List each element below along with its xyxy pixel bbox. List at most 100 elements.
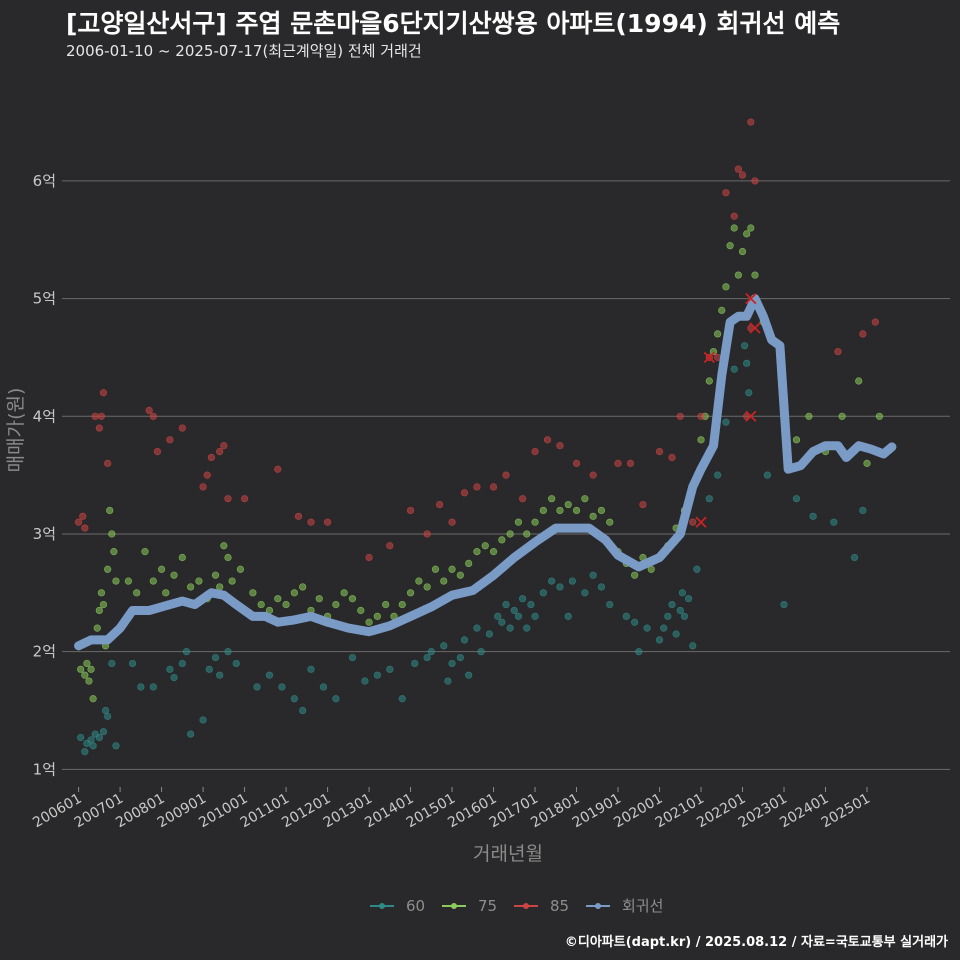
series-75-point xyxy=(106,506,114,515)
series-75-point xyxy=(340,589,348,597)
series-60-point xyxy=(494,612,502,620)
series-75-point xyxy=(855,377,863,385)
series-85-point xyxy=(655,447,664,456)
series-75-point xyxy=(211,571,220,579)
series-75-point xyxy=(697,436,705,444)
series-60-point xyxy=(166,665,174,673)
series-60-point xyxy=(643,624,651,632)
chart-title: [고양일산서구] 주엽 문촌마을6단지기산쌍용 아파트(1994) 회귀선 예측 xyxy=(66,9,841,38)
series-75-point xyxy=(99,600,108,609)
series-60-point xyxy=(705,495,713,503)
series-60-point xyxy=(361,677,369,685)
series-60-point xyxy=(589,571,597,579)
legend-dot xyxy=(451,903,457,909)
series-85-point xyxy=(871,318,879,326)
series-75-point xyxy=(216,583,224,591)
y-tick-label: 1억 xyxy=(33,760,56,778)
series-85-point xyxy=(543,436,552,444)
series-60-point xyxy=(137,683,145,691)
series-85-point xyxy=(473,483,481,491)
series-60-point xyxy=(99,728,108,736)
series-60-point xyxy=(216,671,224,679)
series-85-point xyxy=(448,518,456,526)
series-85-point xyxy=(240,495,249,503)
series-60-point xyxy=(693,565,701,573)
series-85-point xyxy=(149,412,157,420)
footer-credit: ©디아파트(dapt.kr) / 2025.08.12 / 자료=국토교통부 실… xyxy=(564,935,948,950)
series-75-point xyxy=(133,589,141,597)
series-75-point xyxy=(734,271,742,279)
series-75-point xyxy=(332,600,340,609)
x-axis-ticks: 2006012007012008012009012010012011012012… xyxy=(30,787,873,831)
series-75-point xyxy=(83,659,91,668)
series-60-point xyxy=(348,653,357,662)
series-60-point xyxy=(502,600,510,609)
series-75-point xyxy=(382,600,390,609)
series-75-point xyxy=(473,548,481,556)
series-75-point xyxy=(85,677,93,685)
series-75-point xyxy=(751,271,759,279)
series-60-point xyxy=(232,659,240,668)
series-75-point xyxy=(606,518,614,526)
series-85-point xyxy=(589,471,597,479)
series-60-point xyxy=(523,624,531,632)
series-75-point xyxy=(357,606,365,615)
series-85-point xyxy=(207,453,215,462)
series-60-point xyxy=(655,636,664,644)
series-75-point xyxy=(89,695,97,703)
series-60-point xyxy=(423,653,431,662)
series-60-point xyxy=(792,495,801,503)
series-60-point xyxy=(307,665,315,673)
series-85-point xyxy=(722,189,730,197)
series-60-point xyxy=(498,618,506,626)
legend-dot xyxy=(595,903,601,909)
series-75-point xyxy=(743,230,751,238)
highlight-x-mark xyxy=(745,410,757,422)
series-75-point xyxy=(423,583,431,591)
series-60-point xyxy=(780,600,788,609)
series-75-point xyxy=(220,542,228,550)
series-60-point xyxy=(224,648,232,656)
series-85-point xyxy=(859,330,867,338)
legend-label: 85 xyxy=(550,897,569,915)
series-75-point xyxy=(149,577,157,585)
series-85-point xyxy=(153,447,162,456)
series-75-point xyxy=(548,495,556,503)
series-85-point xyxy=(203,471,211,479)
series-85-point xyxy=(91,412,99,420)
series-75-point xyxy=(481,542,489,550)
series-75-point xyxy=(805,412,813,420)
series-60-point xyxy=(510,606,518,615)
series-60-point xyxy=(456,653,464,662)
legend-item: 85 xyxy=(514,897,569,915)
legend-dot xyxy=(523,903,529,909)
series-75-point xyxy=(373,612,381,620)
series-60-point xyxy=(108,659,116,668)
highlight-x-mark xyxy=(749,322,761,334)
series-75-point xyxy=(187,583,195,591)
series-60-point xyxy=(850,553,859,562)
series-60-point xyxy=(676,606,684,615)
series-60-point xyxy=(622,612,630,620)
series-60-point xyxy=(581,589,589,597)
series-60-point xyxy=(187,730,195,738)
series-85-point xyxy=(614,459,622,467)
series-75-point xyxy=(726,242,734,250)
y-axis-ticks: 1억 2억 3억 4억 5억 6억 xyxy=(33,172,56,778)
series-75-point xyxy=(747,224,755,232)
series-75-point xyxy=(838,412,846,420)
legend-item: 회귀선 xyxy=(586,897,663,915)
series-60-point xyxy=(531,612,539,620)
series-75-point xyxy=(572,506,581,515)
y-tick-label: 6억 xyxy=(33,172,56,190)
series-85-point xyxy=(99,389,108,397)
series-60-point xyxy=(199,716,207,724)
series-85-point xyxy=(74,518,83,526)
series-60-point xyxy=(564,612,572,620)
series-85-point xyxy=(104,459,112,467)
series-75-point xyxy=(224,553,232,562)
series-60-point xyxy=(332,695,340,703)
series-60-point xyxy=(448,659,456,668)
series-85-point xyxy=(676,412,684,420)
